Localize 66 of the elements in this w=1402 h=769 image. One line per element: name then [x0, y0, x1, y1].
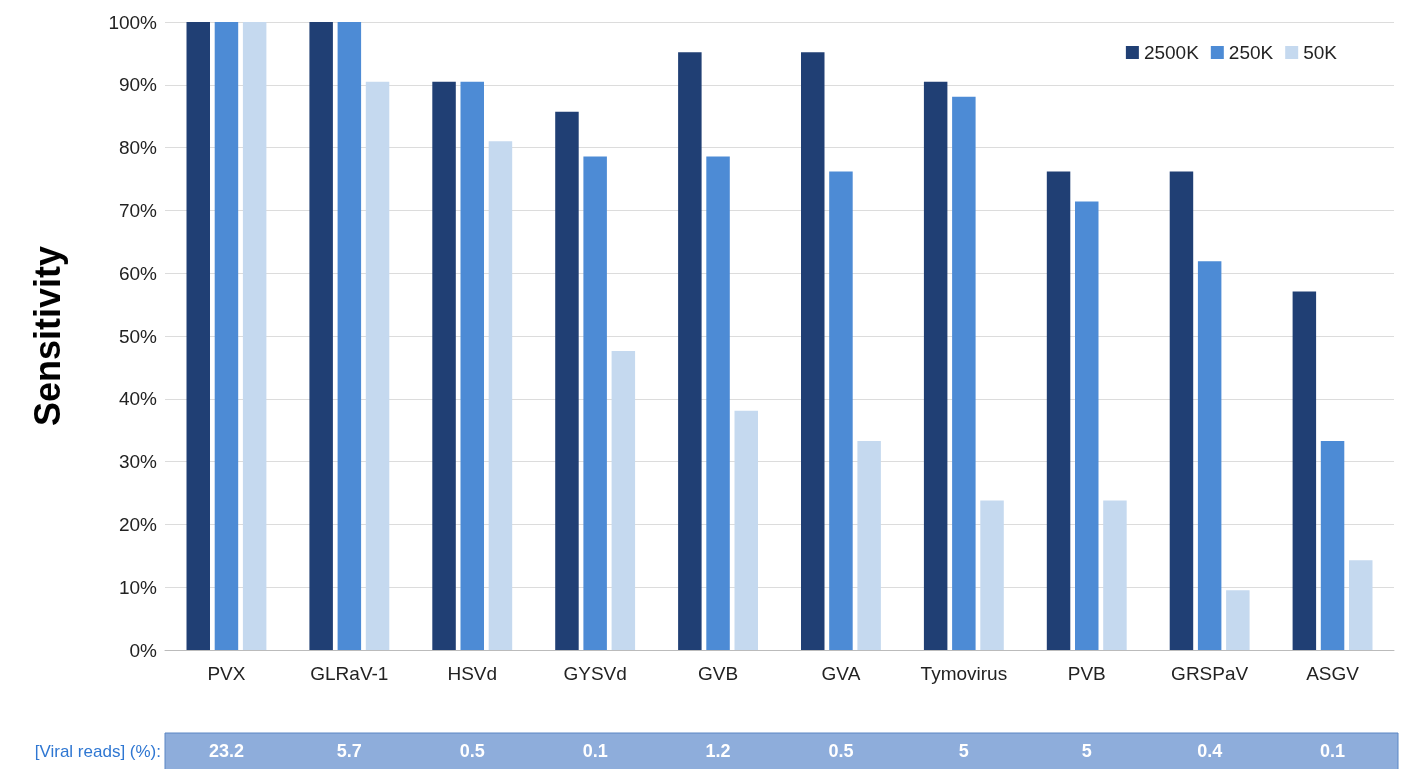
text: 5: [958, 741, 969, 761]
bar: [611, 351, 636, 650]
x-tick-label: GRSPaV: [1171, 663, 1249, 684]
bar: [706, 156, 730, 650]
bar: [1169, 171, 1194, 650]
bar: [1103, 500, 1127, 650]
y-tick-label: 90%: [118, 74, 158, 96]
text: 5.7: [336, 741, 362, 761]
text: 0.5: [828, 741, 854, 761]
bar: [186, 22, 210, 650]
x-tick-label: GLRaV-1: [310, 663, 389, 684]
bar: [678, 52, 702, 650]
y-tick-label: 50%: [118, 325, 158, 347]
bar: [857, 440, 881, 650]
bar: [1075, 201, 1099, 650]
text: 23.2: [208, 741, 244, 761]
y-tick-label: 60%: [118, 262, 158, 284]
x-tick-label: GVA: [821, 663, 861, 684]
bar: [1226, 590, 1250, 650]
bar: [1349, 560, 1373, 650]
bar: [1046, 171, 1071, 650]
bar: [1197, 261, 1222, 650]
bar: [337, 22, 362, 650]
y-tick-label: 80%: [118, 137, 158, 159]
y-tick-label: 70%: [118, 199, 158, 221]
bar: [801, 52, 825, 650]
y-tick-label: 0%: [129, 639, 158, 661]
bar: [460, 81, 484, 650]
y-tick-label: 20%: [118, 513, 158, 535]
x-tick-label: GVB: [697, 663, 739, 684]
bar: [952, 96, 976, 650]
bar: [1320, 440, 1345, 650]
text: 1.2: [705, 741, 731, 761]
y-axis-title: Sensitivity: [26, 245, 68, 427]
text: 0.1: [582, 741, 608, 761]
bar: [734, 410, 758, 650]
legend-label: 250K: [1228, 42, 1274, 63]
y-tick-label: 40%: [118, 388, 158, 410]
bar: [488, 141, 513, 650]
x-tick-label: GYSVd: [563, 663, 627, 684]
text: 0.4: [1197, 741, 1223, 761]
y-tick-label: 30%: [118, 451, 158, 473]
bar: [214, 22, 239, 650]
y-tick-label: 10%: [118, 576, 158, 598]
bar: [242, 22, 267, 650]
bar: [309, 22, 333, 650]
bar: [432, 81, 456, 650]
bar: [555, 111, 579, 650]
bar: [980, 500, 1004, 650]
text: 5: [1081, 741, 1092, 761]
bar: [1292, 291, 1317, 650]
bar: [829, 171, 853, 650]
x-tick-label: HSVd: [447, 663, 498, 684]
x-tick-label: PVB: [1067, 663, 1106, 684]
x-tick-label: PVX: [207, 663, 246, 684]
text: 0.1: [1320, 741, 1346, 761]
bar: [365, 81, 390, 650]
bar: [923, 81, 948, 650]
text: 0.5: [459, 741, 485, 761]
text: [Viral reads] (%):: [34, 741, 161, 761]
y-tick-label: 100%: [108, 11, 158, 33]
x-tick-label: Tymovirus: [920, 663, 1008, 684]
legend-label: 50K: [1303, 42, 1338, 63]
legend-label: 2500K: [1143, 42, 1200, 63]
x-tick-label: ASGV: [1306, 663, 1360, 684]
bar: [583, 156, 607, 650]
